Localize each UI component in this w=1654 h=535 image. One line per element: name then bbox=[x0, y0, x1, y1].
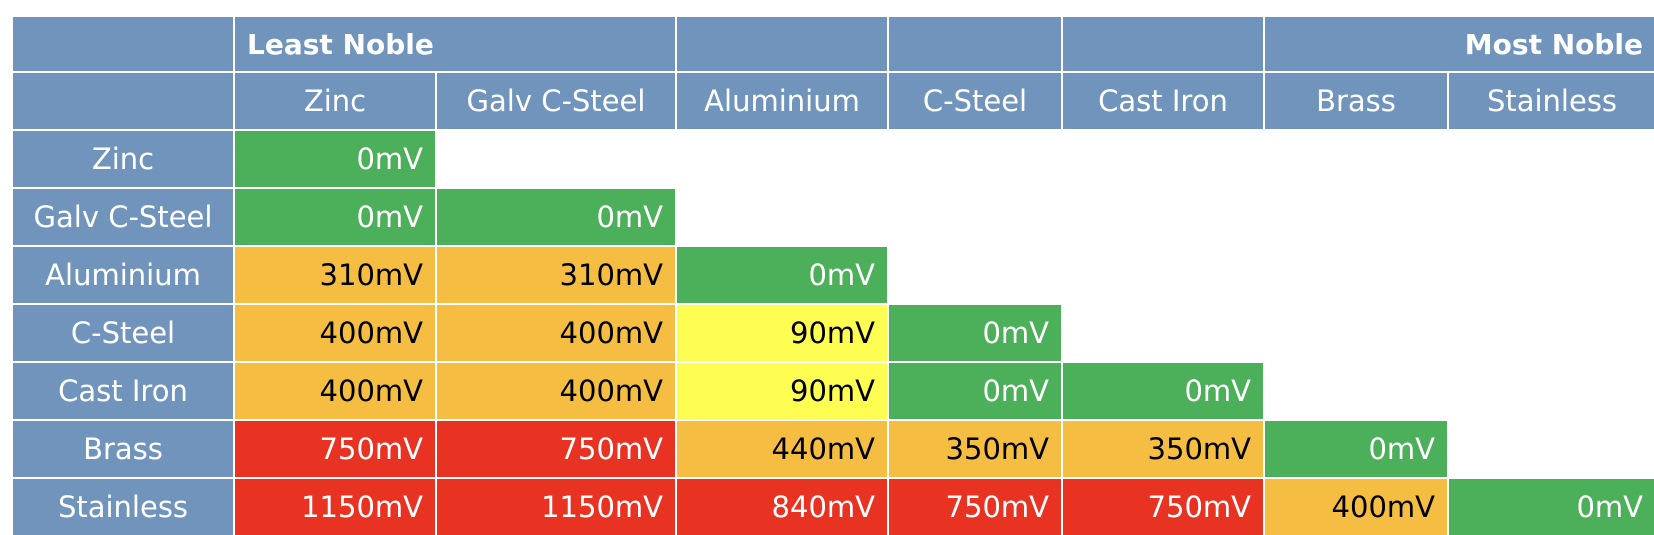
potential-cell: 400mV bbox=[235, 363, 435, 419]
potential-cell: 750mV bbox=[235, 421, 435, 477]
potential-cell: 0mV bbox=[235, 131, 435, 187]
header-spacer-aluminium bbox=[677, 17, 887, 71]
column-header: C-Steel bbox=[889, 73, 1061, 129]
potential-cell: 0mV bbox=[677, 247, 887, 303]
potential-cell: 0mV bbox=[1063, 363, 1263, 419]
potential-cell: 310mV bbox=[437, 247, 675, 303]
column-header: Brass bbox=[1265, 73, 1447, 129]
potential-cell: 0mV bbox=[437, 189, 675, 245]
corner-cell-top bbox=[13, 17, 233, 71]
galvanic-table: Least Noble Most Noble Zinc Galv C-Steel… bbox=[13, 17, 1654, 535]
potential-cell: 440mV bbox=[677, 421, 887, 477]
potential-cell: 0mV bbox=[1449, 479, 1654, 535]
potential-cell: 310mV bbox=[235, 247, 435, 303]
potential-cell: 400mV bbox=[235, 305, 435, 361]
potential-cell: 0mV bbox=[235, 189, 435, 245]
row-header: Brass bbox=[13, 421, 233, 477]
potential-cell: 0mV bbox=[889, 305, 1061, 361]
potential-cell: 840mV bbox=[677, 479, 887, 535]
potential-cell: 750mV bbox=[889, 479, 1061, 535]
potential-cell: 750mV bbox=[1063, 479, 1263, 535]
header-spacer-c-steel bbox=[889, 17, 1061, 71]
potential-cell: 350mV bbox=[1063, 421, 1263, 477]
potential-cell: 750mV bbox=[437, 421, 675, 477]
potential-cell: 400mV bbox=[1265, 479, 1447, 535]
least-noble-label: Least Noble bbox=[235, 17, 675, 71]
potential-cell: 400mV bbox=[437, 363, 675, 419]
potential-cell: 1150mV bbox=[235, 479, 435, 535]
potential-cell: 350mV bbox=[889, 421, 1061, 477]
corner-cell-bottom bbox=[13, 73, 233, 129]
header-spacer-cast-iron bbox=[1063, 17, 1263, 71]
row-header: Aluminium bbox=[13, 247, 233, 303]
row-header: C-Steel bbox=[13, 305, 233, 361]
column-header: Stainless bbox=[1449, 73, 1654, 129]
row-header: Zinc bbox=[13, 131, 233, 187]
potential-cell: 0mV bbox=[1265, 421, 1447, 477]
column-header: Zinc bbox=[235, 73, 435, 129]
potential-cell: 1150mV bbox=[437, 479, 675, 535]
most-noble-label: Most Noble bbox=[1265, 17, 1654, 71]
column-header: Galv C-Steel bbox=[437, 73, 675, 129]
row-header: Cast Iron bbox=[13, 363, 233, 419]
column-header: Aluminium bbox=[677, 73, 887, 129]
potential-cell: 0mV bbox=[889, 363, 1061, 419]
column-header: Cast Iron bbox=[1063, 73, 1263, 129]
row-header: Galv C-Steel bbox=[13, 189, 233, 245]
row-header: Stainless bbox=[13, 479, 233, 535]
potential-cell: 90mV bbox=[677, 363, 887, 419]
potential-cell: 400mV bbox=[437, 305, 675, 361]
potential-cell: 90mV bbox=[677, 305, 887, 361]
